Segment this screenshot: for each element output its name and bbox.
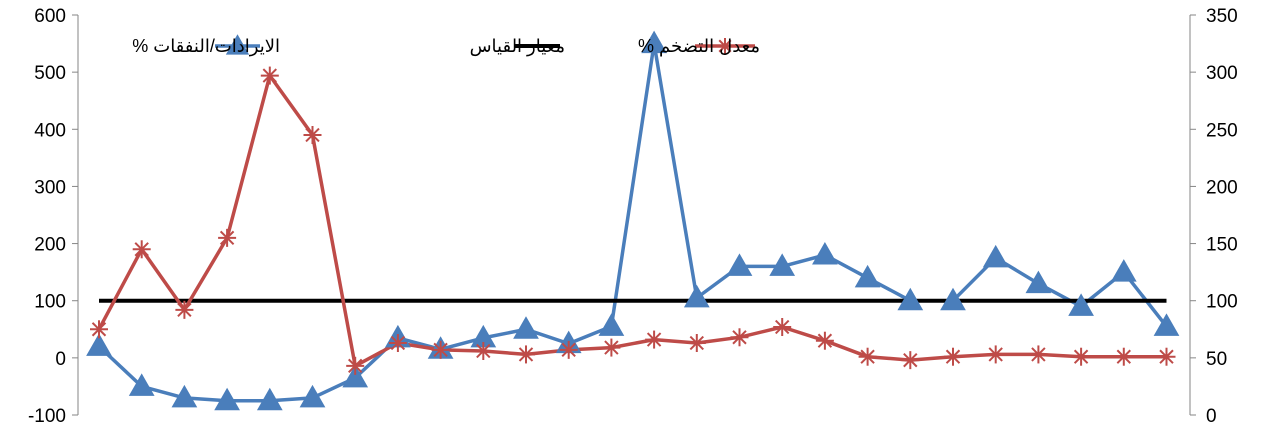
inflation-point (602, 338, 621, 357)
inflation-point (1157, 347, 1176, 366)
legend-item-benchmark: معيار القياس (470, 36, 565, 56)
inflation-point (346, 356, 365, 375)
revenue-expense-point (769, 253, 796, 276)
inflation-point (517, 345, 535, 364)
revenue-expense-point (171, 384, 198, 408)
revenue-expense-point (1025, 270, 1052, 294)
inflation-point (132, 240, 151, 259)
inflation-point (858, 347, 877, 366)
left-tick-label: 400 (34, 120, 66, 141)
inflation-line (97, 73, 1167, 368)
legend-label: معيار القياس (470, 36, 565, 56)
revenue-expense-point (1068, 293, 1094, 316)
markers-group (86, 30, 1180, 411)
inflation-point (431, 340, 450, 359)
right-tick-label: 50 (1206, 349, 1227, 370)
revenue-expense-point (854, 264, 881, 288)
inflation-point (260, 66, 279, 85)
revenue-expense-point (256, 387, 283, 411)
legend-star-marker (717, 38, 733, 54)
inflation-point (388, 334, 407, 352)
inflation-point (1029, 345, 1048, 364)
inflation-point (218, 228, 237, 247)
inflation-point (730, 328, 749, 347)
series-group (97, 41, 1168, 403)
legend-label: معدل التضخم % (638, 36, 760, 57)
right-tick-label: 100 (1206, 292, 1238, 313)
revenue-expense-point (982, 244, 1009, 268)
right-tick-label: 150 (1206, 235, 1238, 256)
revenue-expense-point (342, 364, 369, 388)
legend: الايرادات/النفقات % معيار القياس معدل التض… (132, 34, 760, 57)
revenue-expense-point (897, 287, 924, 311)
revenue-expense-point (1153, 313, 1180, 336)
inflation-point (474, 342, 493, 360)
revenue-expense-point (940, 287, 966, 311)
legend-triangle-marker (225, 34, 250, 55)
legend-item-inflation: معدل التضخم % (638, 36, 760, 57)
inflation-point (90, 320, 108, 339)
revenue-expense-point (128, 373, 155, 396)
revenue-expense-point (812, 241, 838, 265)
left-tick-label: 200 (34, 235, 66, 256)
legend-item-revenue-expense: الايرادات/النفقات % (132, 34, 280, 57)
right-tick-label: 300 (1206, 63, 1238, 84)
inflation-point (815, 331, 834, 350)
legend-label: الايرادات/النفقات % (132, 36, 280, 57)
revenue-expense-point (598, 313, 625, 336)
revenue-expense-point (726, 253, 753, 276)
left-tick-label: 0 (55, 349, 66, 370)
left-tick-label: 500 (34, 63, 66, 84)
right-tick-label: 250 (1206, 120, 1238, 141)
inflation-point (645, 330, 664, 349)
inflation-point (175, 300, 194, 319)
inflation-point (986, 345, 1005, 364)
axes: -100 0 100 200 300 400 500 600 0 50 100 150 200 250 30… (28, 6, 1238, 427)
right-tick-label: 0 (1206, 406, 1217, 427)
revenue-expense-point (1110, 259, 1137, 282)
inflation-point (1114, 347, 1133, 366)
revenue-expense-point (641, 30, 667, 54)
inflation-point (687, 334, 706, 352)
inflation-point (944, 347, 962, 366)
inflation-point (559, 340, 578, 359)
inflation-point (1072, 347, 1091, 366)
right-tick-label: 350 (1206, 6, 1238, 27)
inflation-point (303, 126, 322, 144)
left-tick-label: 300 (34, 177, 66, 198)
left-tick-label: 600 (34, 6, 66, 27)
right-tick-label: 200 (1206, 177, 1238, 198)
revenue-expense-point (299, 384, 326, 408)
revenue-expense-point (214, 387, 240, 411)
revenue-expense-point (683, 284, 710, 308)
revenue-expense-point (86, 333, 112, 356)
inflation-point (773, 318, 792, 336)
revenue-expense-line (97, 41, 1168, 403)
left-tick-label: -100 (28, 406, 66, 427)
revenue-expense-point (513, 316, 539, 339)
inflation-point (901, 351, 920, 370)
left-tick-label: 100 (34, 292, 66, 313)
